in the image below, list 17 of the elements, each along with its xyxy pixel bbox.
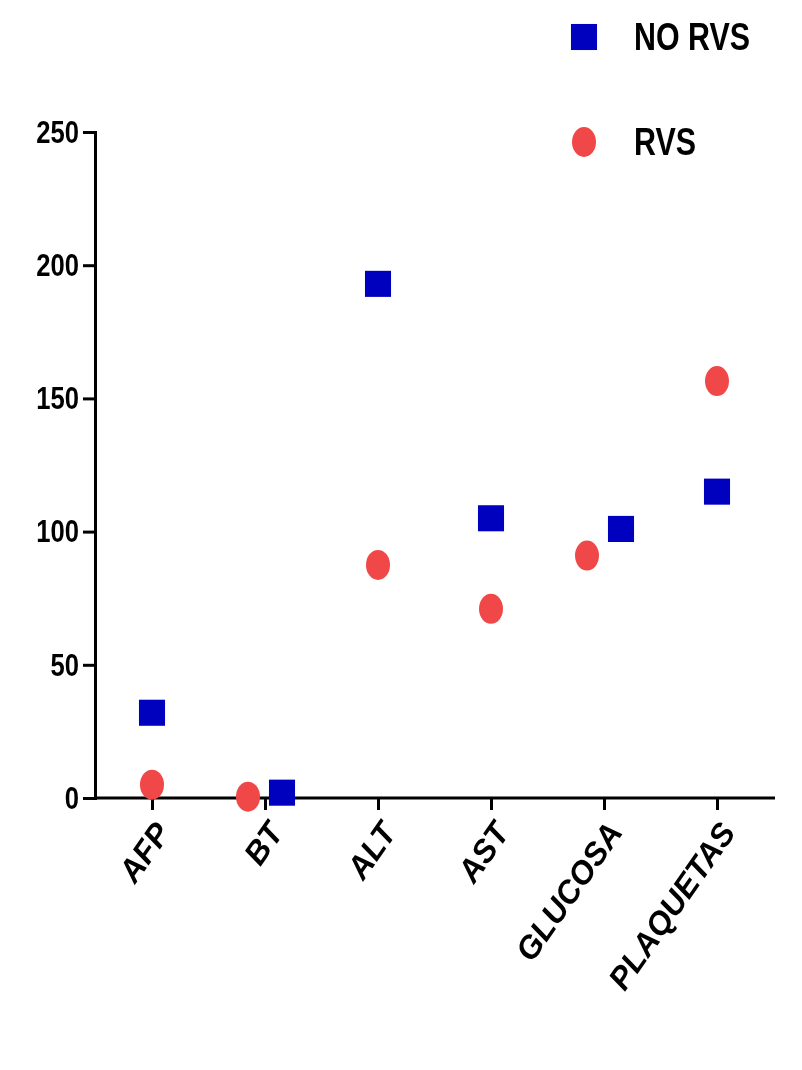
point xyxy=(140,769,164,800)
point xyxy=(479,593,503,624)
point xyxy=(477,505,505,532)
x-tick-label: BT xyxy=(236,813,292,872)
point xyxy=(703,478,731,505)
y-tick-label: 50 xyxy=(50,646,79,683)
legend-label: NO RVS xyxy=(634,16,750,59)
y-tick-label: 150 xyxy=(36,380,79,416)
y-tick-label: 250 xyxy=(36,114,79,150)
legend-label: RVS xyxy=(634,121,696,164)
y-tick-label: 100 xyxy=(36,513,79,549)
point xyxy=(705,366,729,397)
y-tick-label: 200 xyxy=(36,247,79,283)
point xyxy=(364,270,392,297)
point xyxy=(138,699,166,726)
y-tick-label: 0 xyxy=(64,780,79,816)
point xyxy=(366,549,390,580)
